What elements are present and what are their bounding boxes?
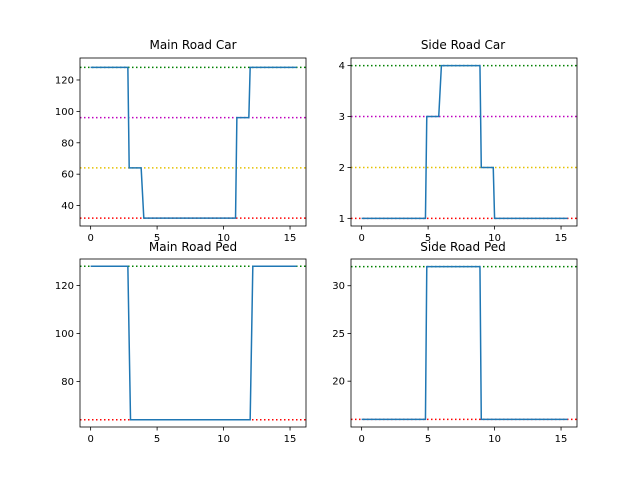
series-line <box>90 66 297 219</box>
axes-frame <box>350 57 578 227</box>
series-line <box>361 265 568 421</box>
plot-area-main-road-car: 0 5 10 15 40 60 80 100 120 <box>55 57 307 244</box>
subplot-main-road-ped: 0 5 10 15 80 100 120 Main Road Ped <box>55 240 307 445</box>
subplot-side-road-car: Side Road Car 0 5 10 15 1 2 3 4 <box>339 38 578 244</box>
x-tick-label: 10 <box>488 434 501 445</box>
x-tick-label: 0 <box>358 233 364 244</box>
y-tick-label: 120 <box>55 75 74 86</box>
x-tick-label: 5 <box>154 233 160 244</box>
y-tick-label: 120 <box>55 281 74 292</box>
y-tick-label: 40 <box>61 201 74 212</box>
plot-area-side-road-ped: 0 5 10 15 20 25 30 <box>332 258 578 445</box>
y-tick-label: 3 <box>339 112 345 123</box>
x-tick-label: 0 <box>87 233 93 244</box>
x-tick-label: 5 <box>425 233 431 244</box>
subplot-title: Side Road Car <box>421 38 505 52</box>
subplot-title: Side Road Ped <box>420 240 506 254</box>
plot-area-main-road-ped: 0 5 10 15 80 100 120 <box>55 258 307 445</box>
x-tick-label: 15 <box>555 233 568 244</box>
y-tick-label: 100 <box>55 107 74 118</box>
axes-frame <box>350 258 578 428</box>
x-tick-label: 10 <box>217 434 230 445</box>
y-tick-label: 4 <box>339 61 345 72</box>
subplot-title: Main Road Ped <box>149 240 237 254</box>
axes-frame <box>79 258 307 428</box>
subplot-side-road-ped: 0 5 10 15 20 25 30 Side Road Ped <box>332 240 578 445</box>
y-tick-label: 100 <box>55 329 74 340</box>
subplot-main-road-car: Main Road Car 0 5 10 15 40 60 80 100 120 <box>55 38 307 244</box>
x-tick-label: 0 <box>87 434 93 445</box>
x-tick-label: 0 <box>358 434 364 445</box>
x-tick-label: 5 <box>425 434 431 445</box>
series-line <box>90 265 297 421</box>
y-tick-label: 60 <box>61 170 74 181</box>
plot-area-side-road-car: 0 5 10 15 1 2 3 4 <box>339 57 578 244</box>
y-tick-label: 1 <box>339 214 345 225</box>
y-tick-label: 80 <box>61 138 74 149</box>
y-tick-label: 30 <box>332 281 345 292</box>
x-tick-label: 15 <box>555 434 568 445</box>
x-tick-label: 10 <box>488 233 501 244</box>
x-tick-label: 10 <box>217 233 230 244</box>
y-tick-label: 25 <box>332 329 345 340</box>
y-tick-label: 2 <box>339 163 345 174</box>
series-line <box>361 64 568 220</box>
x-tick-label: 15 <box>284 233 297 244</box>
axes-frame <box>79 57 307 227</box>
x-tick-label: 5 <box>154 434 160 445</box>
x-tick-label: 15 <box>284 434 297 445</box>
y-tick-label: 20 <box>332 377 345 388</box>
subplot-title: Main Road Car <box>149 38 236 52</box>
y-tick-label: 80 <box>61 377 74 388</box>
